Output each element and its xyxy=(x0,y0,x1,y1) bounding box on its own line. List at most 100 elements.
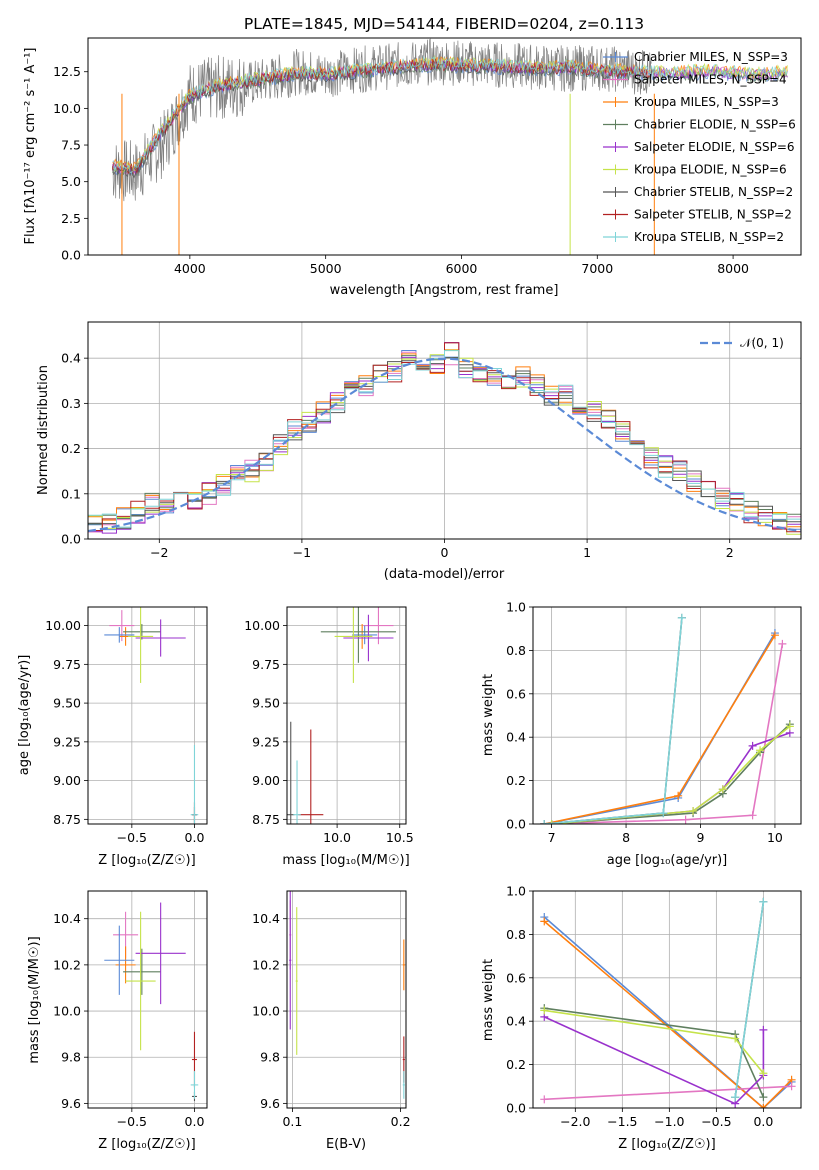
y-tick-label: 9.00 xyxy=(53,773,81,788)
y-tick-label: 9.75 xyxy=(252,657,280,672)
x-tick-label: 10.5 xyxy=(386,830,414,845)
x-axis-label: E(B-V) xyxy=(326,1137,366,1152)
y-tick-label: 0.1 xyxy=(61,486,81,501)
axes-frame xyxy=(87,606,208,825)
y-tick-label: 0.0 xyxy=(61,248,81,263)
weight-line xyxy=(544,634,776,824)
weight-line xyxy=(544,643,784,824)
y-tick-label: 9.25 xyxy=(252,734,280,749)
x-tick-label: −2 xyxy=(150,545,168,560)
weight-point xyxy=(787,1082,796,1091)
y-tick-label: 1.0 xyxy=(506,600,526,615)
legend-entry: Salpeter MILES, N_SSP=4 xyxy=(634,73,787,87)
x-axis-label: age [log₁₀(age/yr)] xyxy=(607,853,728,868)
weight-point xyxy=(674,791,683,800)
y-tick-label: 9.6 xyxy=(260,1096,280,1111)
weight-point xyxy=(770,631,779,640)
weight-point xyxy=(759,1069,768,1078)
weight-point xyxy=(759,897,768,906)
y-tick-label: 9.75 xyxy=(53,657,81,672)
model-spectrum xyxy=(112,58,655,174)
observed-spectrum xyxy=(112,38,652,202)
y-tick-label: 0.8 xyxy=(506,927,526,942)
y-tick-label: 12.5 xyxy=(53,64,81,79)
y-tick-label: 9.50 xyxy=(252,696,280,711)
weight-point xyxy=(689,806,698,815)
x-tick-label: −1.0 xyxy=(654,1114,684,1129)
y-tick-label: 0.0 xyxy=(506,817,526,832)
model-spectrum xyxy=(112,60,655,179)
axes-frame xyxy=(286,890,407,1109)
axes-frame xyxy=(87,37,802,256)
y-tick-label: 2.5 xyxy=(61,211,81,226)
x-tick-label: −1 xyxy=(293,545,311,560)
panel-8: −2.0 −1.5 −1.0 −0.5 0.0 0.0 0.2 0.4 0.6 0.8 1.0 Z [… xyxy=(481,884,802,1152)
weight-line xyxy=(544,1085,792,1101)
x-tick-label: −0.5 xyxy=(701,1114,731,1129)
x-tick-label: −0.5 xyxy=(117,830,147,845)
gaussian-curve xyxy=(88,357,801,533)
y-tick-label: 0.4 xyxy=(506,1014,526,1029)
y-tick-label: 0.2 xyxy=(506,1057,526,1072)
x-tick-label: 0.0 xyxy=(185,830,205,845)
x-tick-label: 10.0 xyxy=(323,830,351,845)
y-tick-label: 10.0 xyxy=(252,1004,280,1019)
y-tick-label: 10.4 xyxy=(53,911,81,926)
weight-point xyxy=(540,1006,549,1015)
x-tick-label: 1 xyxy=(583,545,591,560)
x-tick-label: 4000 xyxy=(174,261,206,276)
legend-entry: Chabrier STELIB, N_SSP=2 xyxy=(634,185,793,199)
y-tick-label: 10.2 xyxy=(53,957,81,972)
y-tick-label: 8.75 xyxy=(53,812,81,827)
errorbar-area xyxy=(104,607,199,824)
x-axis-label: (data-model)/error xyxy=(384,567,505,582)
weight-point xyxy=(778,639,787,648)
errorbar-area xyxy=(104,902,199,1102)
y-axis-label: Normed distribution xyxy=(36,365,51,495)
y-tick-label: 10.0 xyxy=(53,1004,81,1019)
y-tick-label: 10.00 xyxy=(244,618,280,633)
legend-entry: Chabrier MILES, N_SSP=3 xyxy=(634,50,788,64)
y-tick-label: 0.6 xyxy=(506,970,526,985)
y-tick-label: 0.6 xyxy=(506,686,526,701)
y-tick-label: 0.2 xyxy=(506,773,526,788)
x-axis-label: wavelength [Angstrom, rest frame] xyxy=(330,283,559,298)
y-tick-label: 0.2 xyxy=(61,441,81,456)
panel-6: −0.5 0.0 9.6 9.8 10.0 10.2 10.4 Z [log₁₀(Z/Z☉)]… xyxy=(27,890,208,1152)
y-tick-label: 0.4 xyxy=(61,351,81,366)
weight-point xyxy=(681,815,690,824)
axes-frame xyxy=(532,606,802,825)
x-tick-label: 10 xyxy=(767,830,783,845)
panel-5: 7 8 9 10 0.0 0.2 0.4 0.6 0.8 1.0 age [log₁₀(age/yr… xyxy=(481,600,802,868)
legend-entry: Chabrier ELODIE, N_SSP=6 xyxy=(634,118,796,132)
x-axis-label: Z [log₁₀(Z/Z☉)] xyxy=(98,853,195,868)
y-tick-label: 9.8 xyxy=(61,1050,81,1065)
y-tick-label: 9.50 xyxy=(53,696,81,711)
weight-point xyxy=(540,820,549,824)
x-tick-label: 2 xyxy=(726,545,734,560)
axes-frame xyxy=(286,606,407,825)
x-tick-label: −0.5 xyxy=(117,1114,147,1129)
x-axis-label: mass [log₁₀(M/M☉)] xyxy=(282,853,409,868)
y-tick-label: 10.00 xyxy=(45,618,81,633)
legend-entry: Kroupa ELODIE, N_SSP=6 xyxy=(634,163,787,177)
y-tick-label: 9.25 xyxy=(53,734,81,749)
y-tick-label: 1.0 xyxy=(506,884,526,899)
axes-frame xyxy=(532,890,802,1109)
y-axis-label: age [log₁₀(age/yr)] xyxy=(17,655,32,776)
x-tick-label: 0.0 xyxy=(753,1114,773,1129)
weight-point xyxy=(756,746,765,755)
errorbar-area xyxy=(287,607,396,824)
weight-line xyxy=(544,617,683,824)
weight-point xyxy=(659,809,668,818)
x-axis-label: Z [log₁₀(Z/Z☉)] xyxy=(618,1137,715,1152)
x-tick-label: 0.1 xyxy=(282,1114,302,1129)
y-axis-label: mass weight xyxy=(481,959,496,1041)
weight-line xyxy=(544,632,776,824)
weight-point xyxy=(540,1095,549,1104)
weight-point xyxy=(540,917,549,926)
chart-title: PLATE=1845, MJD=54144, FIBERID=0204, z=0… xyxy=(244,15,644,33)
x-tick-label: 8000 xyxy=(717,261,749,276)
y-axis-label: mass [log₁₀(M/M☉)] xyxy=(27,936,42,1063)
